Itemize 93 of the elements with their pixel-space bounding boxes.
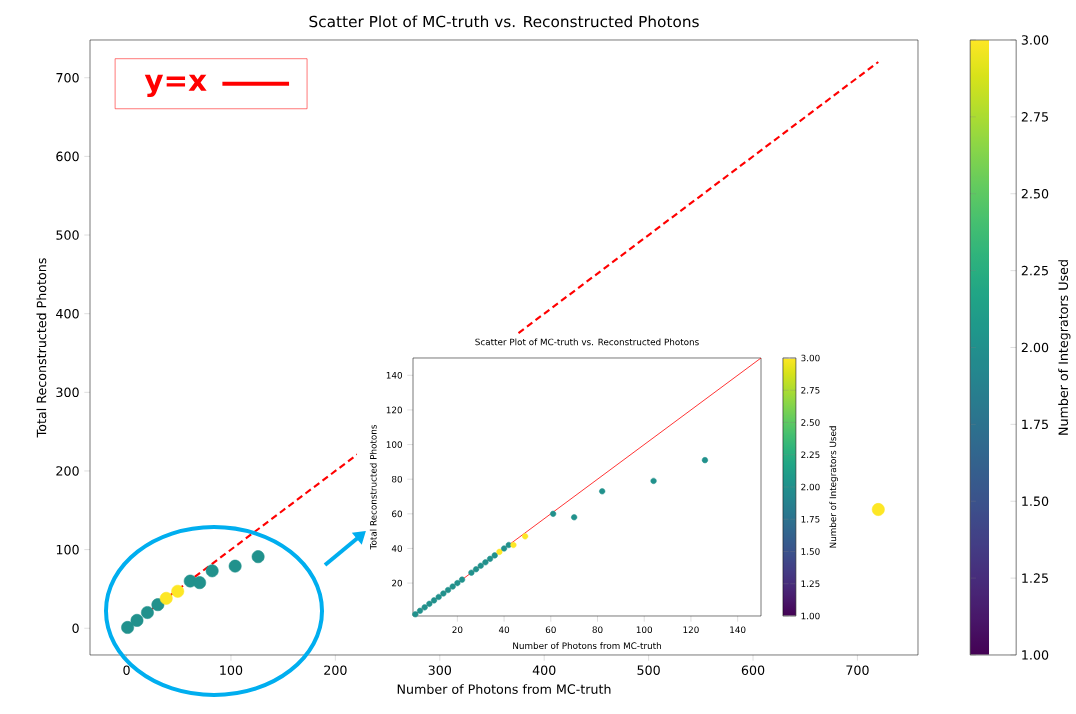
point	[151, 598, 165, 612]
point	[426, 600, 433, 607]
point	[193, 576, 207, 590]
x-tick-label: 0	[123, 665, 130, 675]
point	[159, 591, 173, 605]
color-bar-label: 1.25	[801, 580, 820, 588]
color-bar-label: 1.75	[1022, 419, 1048, 430]
point	[496, 548, 503, 555]
x-tick-label: 20	[452, 626, 463, 634]
point	[430, 597, 438, 604]
x-tick-label: 80	[592, 626, 603, 634]
point	[487, 555, 494, 562]
point	[477, 562, 484, 569]
y-tick-label: 700	[56, 72, 79, 83]
point	[121, 621, 134, 634]
y-tick-label: 400	[56, 308, 79, 319]
color-bar-label: 3.00	[1021, 35, 1049, 45]
x-tick-label: 60	[545, 626, 556, 634]
point	[510, 541, 517, 549]
x-tick-label: 500	[637, 665, 660, 675]
y-tick-label: 600	[56, 151, 79, 162]
color-bar-label: 2.00	[801, 483, 820, 491]
point	[130, 613, 144, 627]
color-bar-label: 1.50	[1022, 496, 1049, 507]
point	[440, 590, 447, 597]
point	[650, 477, 657, 484]
color-bar-label: 1.00	[1022, 650, 1049, 660]
y-tick-label: 100	[56, 544, 79, 555]
color-bar-label: 2.75	[801, 386, 820, 394]
point	[228, 559, 242, 573]
color-bar-label: 1.75	[801, 515, 820, 523]
color-bar-title: Number of Integrators Used	[829, 426, 838, 548]
color-bar-label: 2.25	[1021, 265, 1048, 276]
point	[550, 510, 557, 517]
point	[701, 457, 709, 464]
x-tick-label: 700	[846, 665, 869, 675]
color-bar-label: 2.75	[1021, 112, 1048, 122]
x-tick-label: 100	[220, 665, 243, 675]
point	[458, 576, 466, 583]
color-bar-label: 2.25	[801, 451, 820, 459]
x-axis-title: Number of Photons from MC-truth	[397, 684, 611, 694]
point	[454, 580, 461, 587]
point	[412, 611, 419, 618]
point	[468, 569, 475, 576]
point	[522, 533, 529, 540]
x-tick-label: 120	[683, 626, 699, 634]
point	[171, 584, 185, 598]
x-tick-label: 400	[532, 665, 556, 675]
x-tick-label: 600	[741, 665, 765, 675]
y-tick-label: 80	[392, 475, 403, 483]
point	[205, 564, 219, 578]
point	[435, 593, 442, 601]
x-axis-title: Number of Photons from MC-truth	[513, 642, 661, 650]
point	[599, 488, 606, 495]
point	[482, 559, 489, 566]
point	[251, 550, 265, 564]
point	[421, 604, 428, 611]
point	[871, 503, 885, 516]
point	[416, 607, 424, 614]
point	[449, 583, 456, 590]
x-tick-label: 300	[428, 665, 452, 675]
point	[571, 514, 578, 521]
y-tick-label: 500	[56, 230, 79, 240]
x-tick-label: 140	[730, 626, 746, 634]
x-tick-label: 40	[498, 626, 510, 634]
color-bar-label: 1.50	[801, 548, 820, 555]
y-tick-label: 120	[386, 406, 403, 414]
color-bar-label: 1.25	[1022, 573, 1048, 583]
y-axis-title: Total Reconstructed Photons	[36, 258, 47, 438]
chart-title: Scatter Plot of MC-truth vs. Reconstructed Photons	[309, 15, 699, 28]
x-tick-label: 200	[324, 665, 347, 675]
chart-title: Scatter Plot of MC-truth vs. Reconstructed Photons	[475, 338, 699, 346]
point	[473, 566, 480, 573]
point	[444, 586, 452, 594]
y-tick-label: 60	[392, 510, 403, 518]
y-tick-label: 20	[392, 579, 403, 587]
y-tick-label: 40	[391, 545, 403, 552]
point	[141, 606, 154, 619]
color-bar-title: Number of Integrators Used	[1058, 260, 1071, 435]
y-tick-label: 200	[56, 466, 79, 476]
color-bar-label: 3.00	[801, 354, 820, 362]
y-tick-label: 100	[386, 441, 403, 448]
color-bar-label: 1.00	[801, 612, 820, 620]
legend-label: y=x	[144, 74, 207, 98]
color-bar-label: 2.50	[801, 419, 820, 426]
point	[491, 552, 498, 559]
color-bar-label: 2.00	[1021, 342, 1049, 353]
y-tick-label: 140	[386, 371, 403, 379]
y-axis-title: Total Reconstructed Photons	[369, 424, 377, 550]
color-bar-label: 2.50	[1021, 188, 1049, 199]
point	[501, 545, 508, 552]
y-tick-label: 300	[56, 387, 79, 398]
x-tick-label: 100	[636, 626, 653, 634]
